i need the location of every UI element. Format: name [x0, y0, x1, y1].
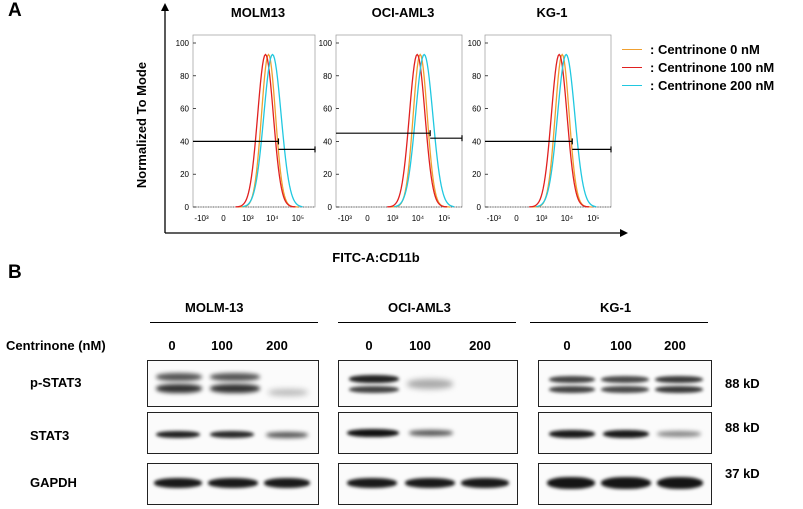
legend-swatch [622, 66, 642, 68]
legend-swatch [622, 48, 642, 50]
row-label-pstat3: p-STAT3 [30, 375, 82, 390]
y-tick-label: 80 [472, 72, 481, 81]
legend-item: : Centrinone 0 nM [622, 40, 802, 58]
y-tick-label: 40 [180, 137, 189, 146]
x-tick-label: -10³ [338, 214, 353, 223]
plot-title: MOLM13 [231, 5, 285, 20]
y-tick-label: 20 [180, 170, 189, 179]
y-axis-arrow [161, 3, 169, 11]
y-axis-label: Normalized To Mode [134, 62, 149, 188]
legend-item: : Centrinone 100 nM [622, 58, 802, 76]
lane-label: 200 [664, 338, 686, 353]
histogram-curve [529, 53, 590, 208]
lane-label: 200 [266, 338, 288, 353]
y-tick-label: 60 [472, 105, 481, 114]
histogram-curve [235, 53, 296, 208]
y-tick-label: 100 [319, 39, 333, 48]
x-tick-label: 10³ [536, 214, 548, 223]
y-tick-label: 0 [328, 203, 333, 212]
x-tick-label: 0 [365, 214, 370, 223]
plot-title: OCI-AML3 [372, 5, 435, 20]
y-tick-label: 60 [323, 105, 332, 114]
histogram-curve [394, 53, 455, 208]
row-label-gapdh: GAPDH [30, 475, 77, 490]
group-label-molm13: MOLM-13 [185, 300, 244, 315]
panel-a-letter: A [8, 0, 22, 21]
lane-label: 0 [563, 338, 571, 353]
blot-gapdh-ociaml3 [338, 463, 518, 505]
lane-label: 100 [211, 338, 233, 353]
x-axis-label: FITC-A:CD11b [332, 250, 419, 265]
group-underline-ociaml3 [338, 322, 516, 323]
size-label-pstat3: 88 kD [725, 376, 760, 391]
blot-stat3-kg1 [538, 412, 712, 454]
lane-label: 100 [610, 338, 632, 353]
blot-pstat3-molm13 [147, 360, 319, 407]
blot-gapdh-molm13 [147, 463, 319, 505]
row-label-stat3: STAT3 [30, 428, 70, 443]
legend-label: : Centrinone 200 nM [650, 77, 775, 93]
blot-gapdh-kg1 [538, 463, 712, 505]
histogram-curve [387, 53, 448, 208]
y-tick-label: 20 [323, 170, 332, 179]
histogram-curve [536, 53, 597, 208]
x-tick-label: 0 [221, 214, 226, 223]
panel-b-letter: B [8, 262, 22, 283]
y-tick-label: 80 [180, 72, 189, 81]
plot-title: KG-1 [536, 5, 567, 20]
y-tick-label: 0 [185, 203, 190, 212]
size-label-gapdh: 37 kD [725, 466, 760, 481]
legend-item: : Centrinone 200 nM [622, 76, 802, 94]
x-tick-label: -10³ [487, 214, 502, 223]
size-label-stat3: 88 kD [725, 420, 760, 435]
x-axis-arrow [620, 229, 628, 237]
lane-label: 200 [469, 338, 491, 353]
lane-label: 100 [409, 338, 431, 353]
y-tick-label: 20 [472, 170, 481, 179]
x-tick-label: 0 [514, 214, 519, 223]
histogram-curve [242, 53, 303, 208]
x-tick-label: 10³ [242, 214, 254, 223]
legend-label: : Centrinone 0 nM [650, 41, 760, 57]
y-tick-label: 80 [323, 72, 332, 81]
y-tick-label: 60 [180, 105, 189, 114]
lane-label: 0 [168, 338, 176, 353]
blot-pstat3-ociaml3 [338, 360, 518, 407]
flow-histogram-figure: Normalized To Mode FITC-A:CD11b MOLM13 10… [134, 3, 628, 265]
x-tick-label: 10⁴ [412, 214, 425, 223]
group-label-kg1: KG-1 [600, 300, 632, 315]
legend: : Centrinone 0 nM : Centrinone 100 nM : Ce… [622, 40, 802, 94]
y-tick-label: 100 [176, 39, 190, 48]
blot-stat3-molm13 [147, 412, 319, 454]
lane-label: 0 [365, 338, 373, 353]
blot-pstat3-kg1 [538, 360, 712, 407]
x-tick-label: 10⁴ [561, 214, 574, 223]
x-tick-label: 10⁵ [438, 214, 450, 223]
group-underline-kg1 [530, 322, 708, 323]
y-tick-label: 40 [323, 137, 332, 146]
group-label-ociaml3: OCI-AML3 [388, 300, 451, 315]
treatment-label: Centrinone (nM) [6, 338, 106, 353]
y-tick-label: 100 [468, 39, 482, 48]
legend-label: : Centrinone 100 nM [650, 59, 775, 75]
blot-stat3-ociaml3 [338, 412, 518, 454]
x-tick-label: 10³ [387, 214, 399, 223]
y-tick-label: 40 [472, 137, 481, 146]
x-tick-label: 10⁵ [587, 214, 599, 223]
group-underline-molm13 [150, 322, 318, 323]
x-tick-label: 10⁴ [266, 214, 279, 223]
x-tick-label: -10³ [194, 214, 209, 223]
y-tick-label: 0 [477, 203, 482, 212]
x-tick-label: 10⁵ [292, 214, 304, 223]
legend-swatch [622, 84, 642, 86]
